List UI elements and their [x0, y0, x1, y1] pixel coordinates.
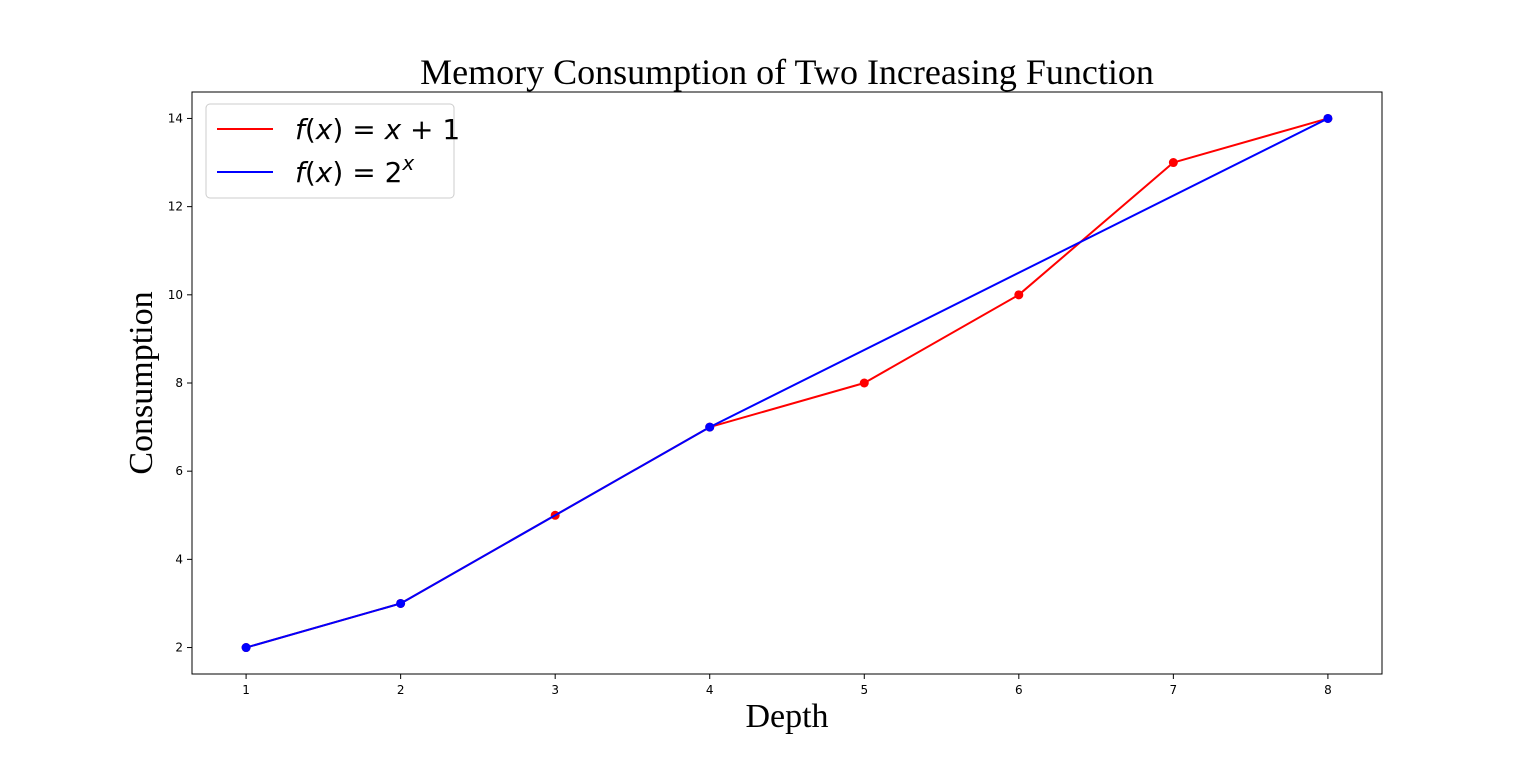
data-point	[1168, 158, 1178, 168]
data-point	[396, 598, 406, 608]
y-tick-label: 6	[175, 464, 183, 478]
data-point	[705, 422, 715, 432]
y-tick-label: 14	[168, 111, 183, 125]
x-tick-label: 5	[860, 683, 868, 697]
y-tick-label: 2	[175, 641, 183, 655]
x-axis-title: Depth	[745, 698, 828, 735]
data-point	[859, 378, 869, 388]
series-line	[245, 117, 1329, 649]
legend-label: f(x) = 2x	[295, 151, 414, 189]
y-axis: 2 4 6 8 10 12 14	[168, 111, 192, 655]
x-tick-label: 7	[1170, 683, 1178, 697]
x-tick-label: 6	[1015, 683, 1023, 697]
x-axis: 1 2 3 4 5 6 7 8	[242, 674, 1332, 697]
y-tick-label: 8	[175, 376, 183, 390]
x-tick-label: 3	[551, 683, 559, 697]
y-tick-label: 10	[168, 288, 183, 302]
series-layer	[241, 113, 1333, 653]
y-tick-label: 4	[175, 552, 183, 566]
x-tick-label: 8	[1324, 683, 1332, 697]
data-point	[1014, 290, 1024, 300]
legend: f(x) = x + 1 f(x) = 2x	[205, 103, 460, 199]
legend-frame	[205, 103, 455, 199]
legend-label: f(x) = x + 1	[295, 113, 460, 146]
y-axis-title: Consumption	[123, 291, 160, 474]
x-tick-label: 2	[397, 683, 405, 697]
data-point	[1323, 113, 1333, 123]
x-tick-label: 4	[706, 683, 714, 697]
chart-title: Memory Consumption of Two Increasing Fun…	[420, 52, 1154, 92]
series-2	[241, 113, 1333, 653]
x-tick-label: 1	[242, 683, 250, 697]
data-point	[241, 643, 251, 653]
y-tick-label: 12	[168, 200, 183, 214]
